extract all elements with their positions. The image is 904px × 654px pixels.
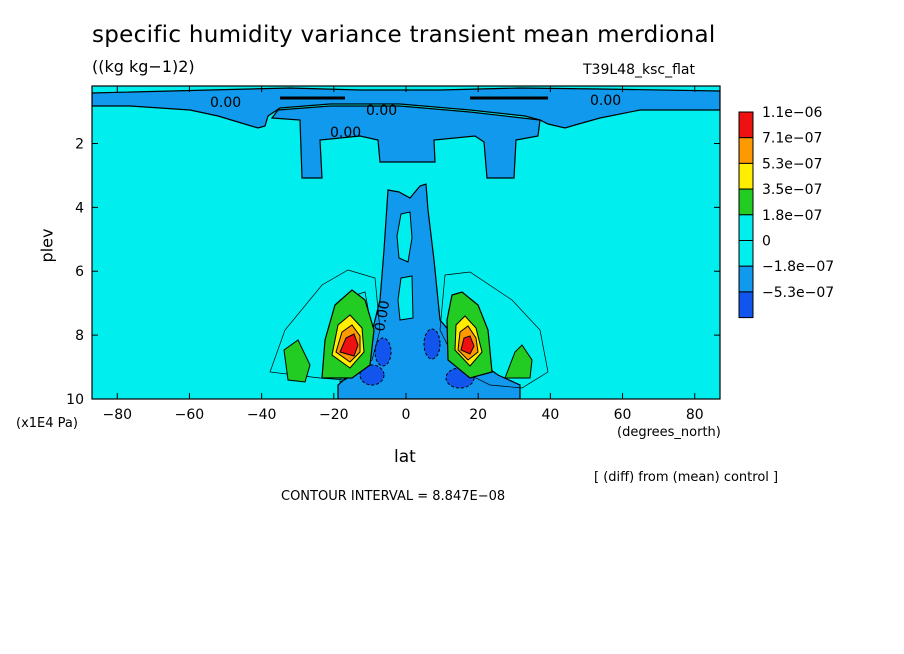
colorbar-label: 1.8e−07 <box>762 208 822 224</box>
colorbar-swatch <box>738 188 754 216</box>
colorbar-label: 0 <box>762 234 771 250</box>
y-axis: 2 4 6 8 10 <box>66 136 720 408</box>
run-label: T39L48_ksc_flat <box>583 62 695 78</box>
positive-blob-left <box>283 339 311 383</box>
diff-note: [ (diff) from (mean) control ] <box>594 470 779 485</box>
contour-label: 0.00 <box>210 95 241 111</box>
y-tick-label: 4 <box>75 200 84 216</box>
strong-negative-spot <box>423 328 441 360</box>
y-axis-units: (x1E4 Pa) <box>16 416 78 431</box>
colorbar: 1.1e−06 7.1e−07 5.3e−07 3.5e−07 1.8e−07 0 −1.8… <box>738 105 834 319</box>
x-tick-label: −80 <box>102 407 132 423</box>
x-tick-label: −20 <box>319 407 349 423</box>
x-axis-units: (degrees_north) <box>617 425 721 440</box>
x-axis: −80 −60 −40 −20 0 20 40 60 80 <box>102 86 704 423</box>
contour-label: 0.00 <box>366 103 397 119</box>
colorbar-label: −1.8e−07 <box>762 259 834 275</box>
contour-label: 0.00 <box>372 299 393 332</box>
thin-contour <box>269 269 381 381</box>
x-tick-label: 20 <box>469 407 487 423</box>
strong-negative-spot <box>359 364 385 386</box>
positive-blob-right <box>504 344 533 379</box>
x-tick-label: 80 <box>686 407 704 423</box>
y-tick-label: 2 <box>75 136 84 152</box>
x-tick-label: 40 <box>541 407 559 423</box>
colorbar-label: 5.3e−07 <box>762 156 822 172</box>
colorbar-swatch <box>738 291 754 319</box>
colorbar-swatch <box>738 162 754 190</box>
contour-interval: CONTOUR INTERVAL = 8.847E−08 <box>281 489 506 504</box>
colorbar-swatch <box>738 240 754 267</box>
contour-label: 0.00 <box>590 93 621 109</box>
colorbar-label: 1.1e−06 <box>762 105 823 121</box>
chart-units: ((kg kg−1)2) <box>92 57 195 76</box>
y-tick-label: 6 <box>75 264 84 280</box>
positive-region-right-max <box>460 335 475 355</box>
colorbar-label: 7.1e−07 <box>762 131 822 147</box>
x-tick-label: 60 <box>614 407 632 423</box>
contour-label: 0.00 <box>330 125 361 141</box>
x-tick-label: 0 <box>402 407 411 423</box>
thin-contour <box>439 271 549 389</box>
strong-negative-spot <box>374 337 392 367</box>
x-axis-label: lat <box>394 447 416 467</box>
column-hole <box>396 211 413 263</box>
x-tick-label: −60 <box>175 407 205 423</box>
y-tick-label: 10 <box>66 392 84 408</box>
column-hole <box>397 275 414 321</box>
positive-region-left-max <box>339 333 359 357</box>
colorbar-swatch <box>738 265 754 293</box>
negative-region-lobes <box>270 105 541 179</box>
colorbar-label: 3.5e−07 <box>762 182 822 198</box>
colorbar-swatch <box>738 111 754 139</box>
colorbar-swatch <box>738 214 754 242</box>
x-tick-label: −40 <box>247 407 277 423</box>
y-tick-label: 8 <box>75 328 84 344</box>
colorbar-swatch <box>738 137 754 164</box>
chart-title: specific humidity variance transient mea… <box>92 22 716 48</box>
colorbar-label: −5.3e−07 <box>762 285 834 301</box>
